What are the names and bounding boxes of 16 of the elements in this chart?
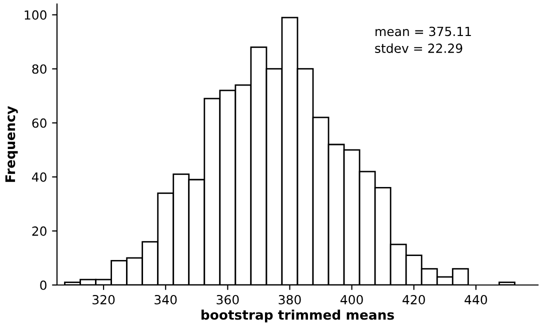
y-tick-label: 20 — [32, 226, 46, 236]
x-tick-label: 360 — [216, 294, 239, 304]
x-axis-title: bootstrap trimmed means — [202, 310, 394, 322]
y-tick-label: 40 — [32, 172, 46, 182]
x-tick-label: 340 — [154, 294, 177, 304]
x-tick-label: 440 — [464, 294, 488, 304]
x-tick-label: 420 — [402, 294, 425, 304]
y-tick-label: 100 — [24, 10, 46, 20]
y-tick-label: 60 — [32, 118, 46, 128]
x-tick-label: 320 — [92, 294, 115, 304]
x-tick-label: 380 — [278, 294, 301, 304]
y-tick-label: 0 — [40, 280, 46, 290]
y-tick-label: 80 — [32, 64, 46, 74]
x-tick-label: 400 — [340, 294, 363, 304]
y-axis-title: Frequency — [5, 106, 18, 182]
annotation: mean = 375.11 stdev = 22.29 — [375, 26, 471, 53]
